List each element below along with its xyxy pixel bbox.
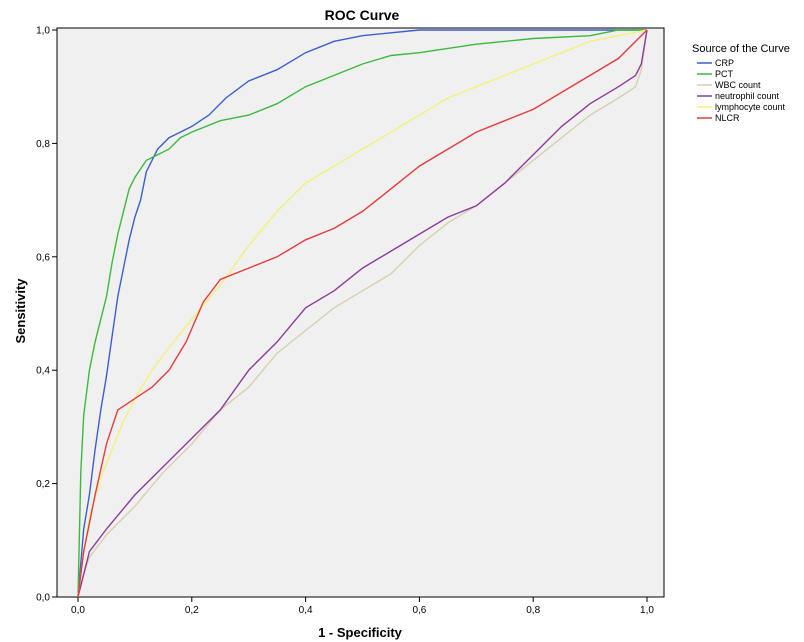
y-axis-title: Sensitivity [13, 278, 28, 344]
series-line-neutrophil-count [77, 29, 648, 598]
plot-area [56, 27, 665, 598]
series-layer [77, 29, 648, 598]
series-line-nlcr [77, 29, 648, 598]
x-tick-label: 0,2 [185, 605, 199, 616]
chart-title: ROC Curve [325, 7, 400, 23]
x-tick-label: 0,4 [299, 605, 313, 616]
x-tick-label: 0,0 [71, 605, 85, 616]
x-tick-label: 1,0 [640, 605, 654, 616]
ticks-layer: 0,0 0,2 0,4 0,6 0,8 1,0 0,0 0,2 0,4 0,6 0,8 1,0 [36, 26, 654, 617]
y-tick-label: 0,0 [36, 593, 50, 604]
legend-label: NLCR [715, 113, 740, 123]
x-tick-label: 0,8 [526, 605, 540, 616]
legend-label: lymphocyte count [715, 102, 786, 112]
x-tick-label: 0,6 [412, 605, 426, 616]
legend-label: PCT [715, 69, 734, 79]
legend-title: Source of the Curve [692, 43, 790, 55]
legend-label: WBC count [715, 80, 761, 90]
y-tick-label: 0,2 [36, 479, 50, 490]
y-tick-label: 0,6 [36, 252, 50, 263]
y-tick-label: 0,4 [36, 366, 50, 377]
y-tick-label: 1,0 [36, 26, 50, 37]
series-line-wbc-count [77, 29, 648, 598]
legend-label: CRP [715, 58, 734, 68]
series-line-crp [77, 29, 647, 598]
x-axis-title: 1 - Specificity [318, 625, 403, 640]
series-line-pct [77, 29, 647, 598]
y-tick-label: 0,8 [36, 139, 50, 150]
legend-label: neutrophil count [715, 91, 780, 101]
series-line-lymphocyte-count [77, 29, 648, 598]
